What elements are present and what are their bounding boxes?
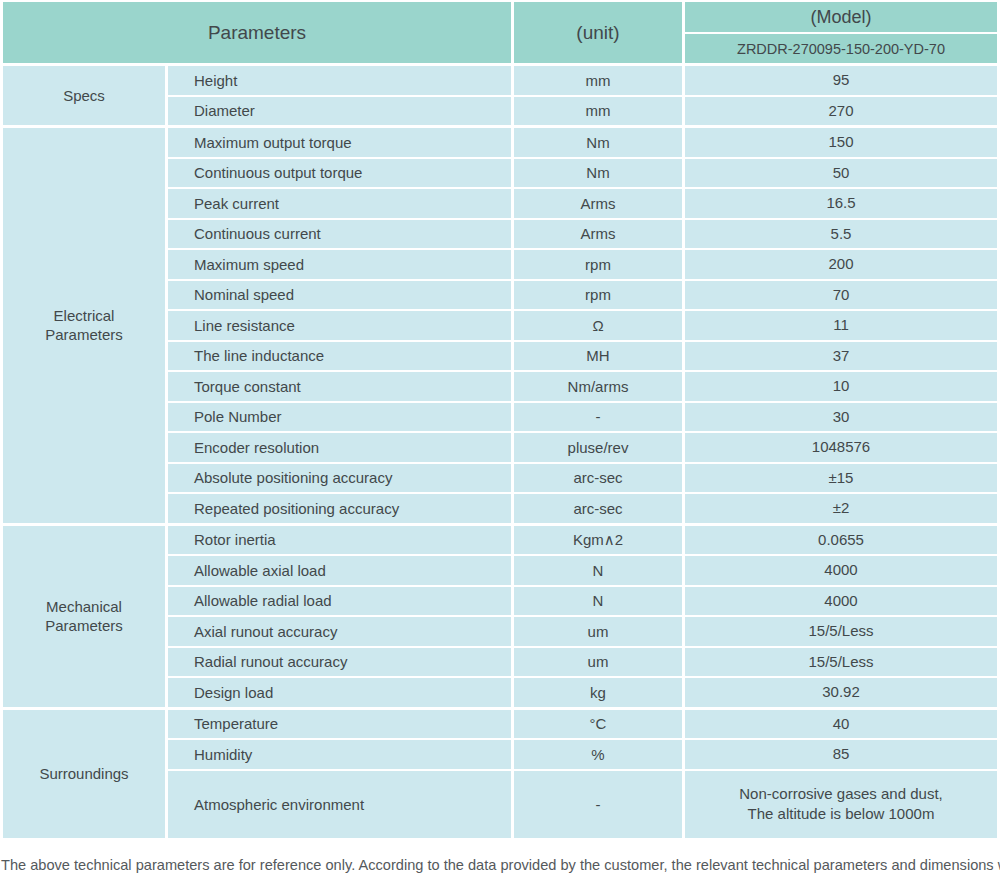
unit-cell: MH	[514, 342, 682, 371]
group-cell: Electrical Parameters	[3, 128, 165, 523]
value-cell: 30.92	[685, 678, 997, 707]
section-specs: Specs Heightmm95 Diametermm270	[3, 66, 997, 125]
unit-cell: N	[514, 556, 682, 585]
value-cell: 5.5	[685, 220, 997, 249]
value-cell: 50	[685, 159, 997, 188]
unit-cell: um	[514, 617, 682, 646]
unit-cell: arc-sec	[514, 464, 682, 493]
unit-cell: um	[514, 648, 682, 677]
value-cell: 4000	[685, 587, 997, 616]
model-header-cell: (Model)	[685, 2, 997, 32]
unit-cell: mm	[514, 66, 682, 95]
group-cell: Mechanical Parameters	[3, 526, 165, 707]
value-cell: 40	[685, 710, 997, 739]
param-cell: Axial runout accuracy	[168, 617, 511, 646]
unit-cell: %	[514, 740, 682, 769]
value-cell: 10	[685, 372, 997, 401]
model-number-label: ZRDDR-270095-150-200-YD-70	[737, 41, 945, 57]
param-cell: Absolute positioning accuracy	[168, 464, 511, 493]
param-cell: Continuous current	[168, 220, 511, 249]
param-cell: Maximum output torque	[168, 128, 511, 157]
value-cell: 16.5	[685, 189, 997, 218]
value-cell: 37	[685, 342, 997, 371]
value-cell: 200	[685, 250, 997, 279]
value-cell: 270	[685, 97, 997, 126]
param-cell: Nominal speed	[168, 281, 511, 310]
unit-cell: Nm/arms	[514, 372, 682, 401]
footer-note: The above technical parameters are for r…	[0, 857, 1000, 873]
group-label: Electrical Parameters	[29, 306, 139, 345]
param-cell: Continuous output torque	[168, 159, 511, 188]
unit-cell: pluse/rev	[514, 433, 682, 462]
unit-cell: Arms	[514, 189, 682, 218]
model-header-label: (Model)	[810, 7, 871, 28]
param-cell: The line inductance	[168, 342, 511, 371]
param-cell: Rotor inertia	[168, 526, 511, 555]
unit-cell: N	[514, 587, 682, 616]
table-header: Parameters (unit) (Model) ZRDDR-270095-1…	[3, 2, 997, 63]
param-cell: Line resistance	[168, 311, 511, 340]
unit-cell: arc-sec	[514, 494, 682, 523]
section-mechanical-parameters: Mechanical Parameters Rotor inertiaKgm∧20…	[3, 526, 997, 707]
param-cell: Allowable axial load	[168, 556, 511, 585]
group-label: Surroundings	[39, 764, 128, 784]
param-cell: Allowable radial load	[168, 587, 511, 616]
group-label: Specs	[63, 86, 105, 106]
param-cell: Maximum speed	[168, 250, 511, 279]
group-cell: Surroundings	[3, 710, 165, 838]
value-cell: 70	[685, 281, 997, 310]
unit-cell: mm	[514, 97, 682, 126]
param-cell: Radial runout accuracy	[168, 648, 511, 677]
parameters-header-label: Parameters	[208, 22, 306, 44]
section-surroundings: Surroundings Temperature°C40 Humidity%85 At…	[3, 710, 997, 838]
group-label: Mechanical Parameters	[29, 597, 139, 636]
unit-cell: rpm	[514, 250, 682, 279]
value-cell: 150	[685, 128, 997, 157]
param-cell: Height	[168, 66, 511, 95]
unit-cell: Arms	[514, 220, 682, 249]
value-cell: Non-corrosive gases and dust, The altitu…	[685, 771, 997, 838]
param-cell: Peak current	[168, 189, 511, 218]
value-cell: 11	[685, 311, 997, 340]
unit-cell: Kgm∧2	[514, 526, 682, 555]
param-cell: Design load	[168, 678, 511, 707]
value-cell: 0.0655	[685, 526, 997, 555]
value-cell: 95	[685, 66, 997, 95]
group-cell: Specs	[3, 66, 165, 125]
unit-header-cell: (unit)	[514, 2, 682, 63]
unit-cell: Nm	[514, 128, 682, 157]
value-cell: ±15	[685, 464, 997, 493]
value-cell: 85	[685, 740, 997, 769]
param-cell: Atmospheric environment	[168, 771, 511, 838]
unit-cell: -	[514, 771, 682, 838]
value-cell: 15/5/Less	[685, 617, 997, 646]
unit-cell: rpm	[514, 281, 682, 310]
unit-header-label: (unit)	[576, 22, 619, 44]
value-cell: 30	[685, 403, 997, 432]
param-cell: Pole Number	[168, 403, 511, 432]
param-cell: Repeated positioning accuracy	[168, 494, 511, 523]
spec-table: Parameters (unit) (Model) ZRDDR-270095-1…	[3, 2, 997, 838]
parameters-header-cell: Parameters	[3, 2, 511, 63]
unit-cell: Ω	[514, 311, 682, 340]
section-electrical-parameters: Electrical Parameters Maximum output torq…	[3, 128, 997, 523]
value-cell: 15/5/Less	[685, 648, 997, 677]
unit-cell: °C	[514, 710, 682, 739]
model-number-cell: ZRDDR-270095-150-200-YD-70	[685, 34, 997, 63]
value-cell: 4000	[685, 556, 997, 585]
unit-cell: kg	[514, 678, 682, 707]
param-cell: Humidity	[168, 740, 511, 769]
param-cell: Encoder resolution	[168, 433, 511, 462]
unit-cell: -	[514, 403, 682, 432]
value-cell: 1048576	[685, 433, 997, 462]
param-cell: Diameter	[168, 97, 511, 126]
param-cell: Torque constant	[168, 372, 511, 401]
value-cell: ±2	[685, 494, 997, 523]
unit-cell: Nm	[514, 159, 682, 188]
param-cell: Temperature	[168, 710, 511, 739]
